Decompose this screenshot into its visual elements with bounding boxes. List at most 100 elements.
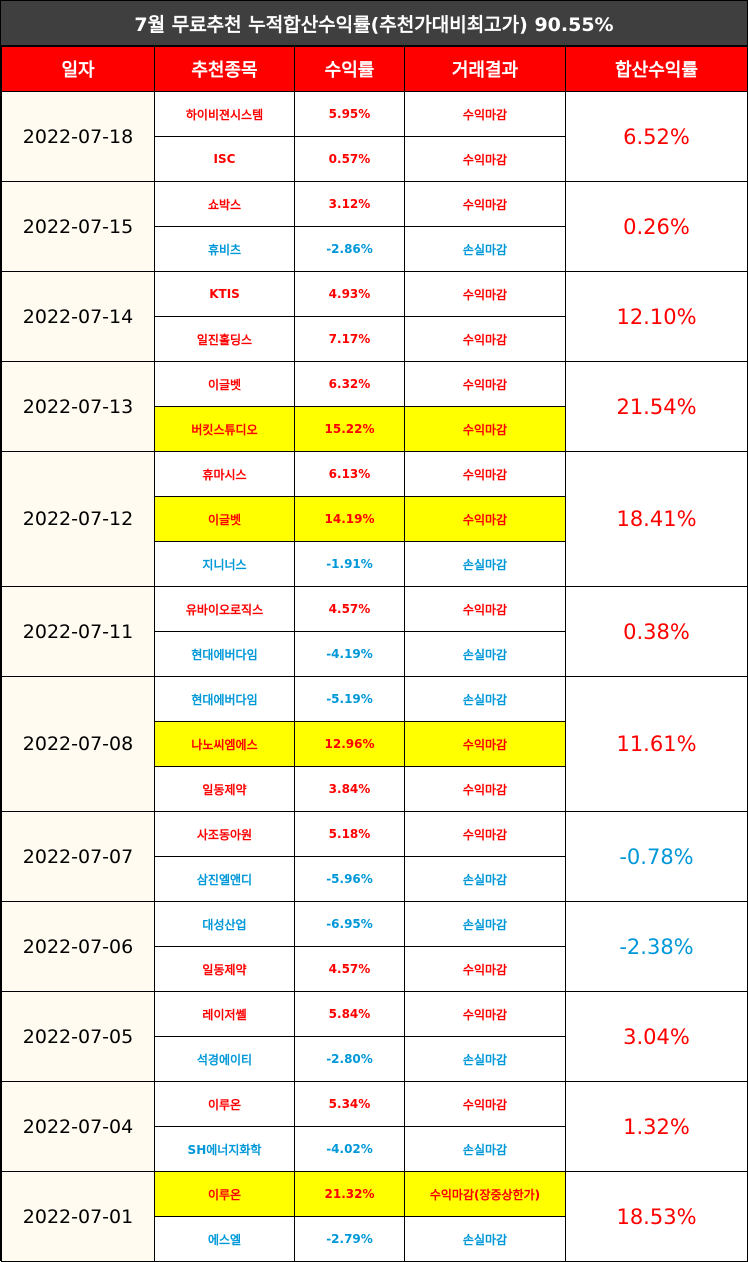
rate-cell: -5.19%	[294, 676, 405, 722]
total-rate-cell: 21.54%	[565, 361, 748, 452]
result-cell: 수익마감	[404, 361, 566, 407]
rate-cell: 5.18%	[294, 811, 405, 857]
table-row: 2022-07-05 레이저쎌 5.84% 수익마감 3.04%	[1, 991, 748, 1082]
header-result: 거래결과	[404, 46, 566, 92]
header-date: 일자	[1, 46, 155, 92]
table-row: 2022-07-18 하이비젼시스템 5.95% 수익마감 6.52%	[1, 91, 748, 182]
table-row: 2022-07-12 휴마시스 6.13% 수익마감 18.41%	[1, 451, 748, 587]
total-rate-cell: 0.38%	[565, 586, 748, 677]
result-cell: 수익마감	[404, 316, 566, 362]
stock-name-cell: 버킷스튜디오	[154, 406, 295, 452]
rate-cell: 3.84%	[294, 766, 405, 812]
result-cell: 수익마감	[404, 586, 566, 632]
total-rate-cell: 12.10%	[565, 271, 748, 362]
rate-cell: 3.12%	[294, 181, 405, 227]
rate-cell: -4.02%	[294, 1126, 405, 1172]
result-cell: 수익마감(장중상한가)	[404, 1171, 566, 1217]
stock-name-cell: SH에너지화학	[154, 1126, 295, 1172]
result-cell: 손실마감	[404, 631, 566, 677]
result-cell: 손실마감	[404, 1036, 566, 1082]
result-cell: 손실마감	[404, 226, 566, 272]
table-row: 지니너스 -1.91% 손실마감	[2, 541, 748, 587]
stock-name-cell: 현대에버다임	[154, 631, 295, 677]
stock-name-cell: 일동제약	[154, 766, 295, 812]
stock-name-cell: 삼진엘앤디	[154, 856, 295, 902]
stock-name-cell: 사조동아원	[154, 811, 295, 857]
stock-name-cell: 일진홀딩스	[154, 316, 295, 362]
date-cell: 2022-07-04	[1, 1081, 155, 1172]
stock-name-cell: 에스엘	[154, 1216, 295, 1262]
result-cell: 수익마감	[404, 991, 566, 1037]
result-cell: 수익마감	[404, 946, 566, 992]
total-rate-cell: 11.61%	[565, 676, 748, 812]
rate-cell: 21.32%	[294, 1171, 405, 1217]
stock-name-cell: KTIS	[154, 271, 295, 317]
stock-name-cell: 이글벳	[154, 496, 295, 542]
table-row: 2022-07-07 사조동아원 5.18% 수익마감 -0.78%	[1, 811, 748, 902]
rate-cell: 4.57%	[294, 946, 405, 992]
result-cell: 수익마감	[404, 136, 566, 182]
stock-name-cell: 지니너스	[154, 541, 295, 587]
stock-name-cell: 이루온	[154, 1171, 295, 1217]
table-row: ISC 0.57% 수익마감	[2, 136, 748, 182]
result-cell: 손실마감	[404, 541, 566, 587]
rate-cell: -2.86%	[294, 226, 405, 272]
table-row: 이글벳 14.19% 수익마감	[2, 496, 748, 542]
stock-name-cell: 쇼박스	[154, 181, 295, 227]
total-rate-cell: 18.53%	[565, 1171, 748, 1262]
rate-cell: -4.19%	[294, 631, 405, 677]
table-row: 현대에버다임 -4.19% 손실마감	[2, 631, 748, 677]
header-row: 일자 추천종목 수익률 거래결과 합산수익률	[1, 46, 748, 92]
rate-cell: 5.34%	[294, 1081, 405, 1127]
rate-cell: 4.93%	[294, 271, 405, 317]
header-stock: 추천종목	[154, 46, 295, 92]
total-rate-cell: 0.26%	[565, 181, 748, 272]
table-row: 2022-07-06 대성산업 -6.95% 손실마감 -2.38%	[1, 901, 748, 992]
total-rate-cell: 1.32%	[565, 1081, 748, 1172]
table-row: 일진홀딩스 7.17% 수익마감	[2, 316, 748, 362]
rate-cell: -2.79%	[294, 1216, 405, 1262]
date-cell: 2022-07-13	[1, 361, 155, 452]
result-cell: 손실마감	[404, 856, 566, 902]
total-rate-cell: 3.04%	[565, 991, 748, 1082]
result-cell: 수익마감	[404, 766, 566, 812]
stock-name-cell: 하이비젼시스템	[154, 91, 295, 137]
rate-cell: 7.17%	[294, 316, 405, 362]
table-row: 2022-07-14 KTIS 4.93% 수익마감 12.10%	[1, 271, 748, 362]
result-cell: 수익마감	[404, 451, 566, 497]
date-cell: 2022-07-14	[1, 271, 155, 362]
table-row: 일동제약 3.84% 수익마감	[2, 766, 748, 812]
rate-cell: 14.19%	[294, 496, 405, 542]
result-cell: 손실마감	[404, 1126, 566, 1172]
stock-name-cell: 현대에버다임	[154, 676, 295, 722]
table-body: 2022-07-18 하이비젼시스템 5.95% 수익마감 6.52% ISC 0.57% 수…	[1, 91, 748, 1262]
rate-cell: -6.95%	[294, 901, 405, 947]
stock-name-cell: 대성산업	[154, 901, 295, 947]
rate-cell: 4.57%	[294, 586, 405, 632]
table-row: 석경에이티 -2.80% 손실마감	[2, 1036, 748, 1082]
table-row: 2022-07-15 쇼박스 3.12% 수익마감 0.26%	[1, 181, 748, 272]
table-row: 에스엘 -2.79% 손실마감	[2, 1216, 748, 1262]
date-cell: 2022-07-11	[1, 586, 155, 677]
result-cell: 수익마감	[404, 181, 566, 227]
rate-cell: -2.80%	[294, 1036, 405, 1082]
stock-name-cell: 일동제약	[154, 946, 295, 992]
table-row: 2022-07-01 이루온 21.32% 수익마감(장중상한가) 18.53%	[1, 1171, 748, 1262]
table-row: 휴비츠 -2.86% 손실마감	[2, 226, 748, 272]
rate-cell: 6.32%	[294, 361, 405, 407]
result-cell: 수익마감	[404, 91, 566, 137]
total-rate-cell: 18.41%	[565, 451, 748, 587]
rate-cell: 15.22%	[294, 406, 405, 452]
table-row: 버킷스튜디오 15.22% 수익마감	[2, 406, 748, 452]
result-cell: 수익마감	[404, 271, 566, 317]
date-cell: 2022-07-08	[1, 676, 155, 812]
table-row: 나노씨엠에스 12.96% 수익마감	[2, 721, 748, 767]
rate-cell: -1.91%	[294, 541, 405, 587]
result-cell: 손실마감	[404, 676, 566, 722]
header-rate: 수익률	[294, 46, 405, 92]
result-cell: 수익마감	[404, 496, 566, 542]
rate-cell: 5.84%	[294, 991, 405, 1037]
total-rate-cell: -0.78%	[565, 811, 748, 902]
rate-cell: -5.96%	[294, 856, 405, 902]
